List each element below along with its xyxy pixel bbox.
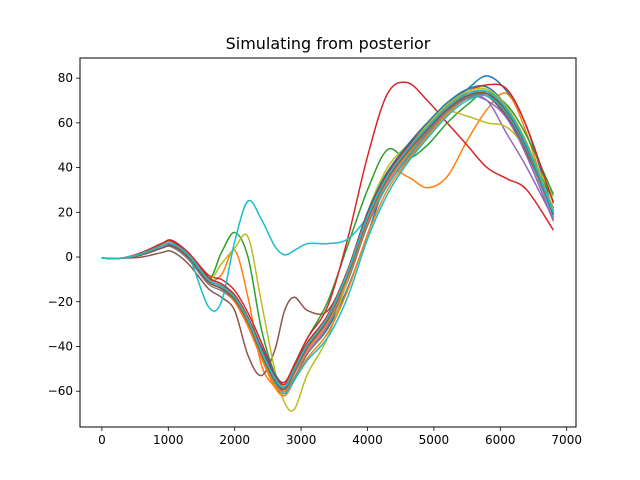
series-line-36 (101, 91, 555, 391)
series-line-40 (101, 89, 555, 388)
y-axis: −60 −40 −20 0 20 40 60 80 (48, 71, 80, 398)
x-tick-label: 5000 (419, 433, 450, 447)
x-tick-label: 1000 (153, 433, 184, 447)
y-tick-label: 20 (58, 205, 73, 219)
x-tick-label: 4000 (352, 433, 383, 447)
x-tick-label: 2000 (219, 433, 250, 447)
plot-frame (79, 57, 577, 428)
x-tick-label: 7000 (551, 433, 582, 447)
series-layer (101, 75, 555, 412)
x-tick-label: 6000 (485, 433, 516, 447)
chart-title: Simulating from posterior (226, 34, 431, 53)
y-tick-label: 0 (65, 250, 73, 264)
x-tick-label: 3000 (286, 433, 317, 447)
y-tick-label: −20 (48, 295, 73, 309)
y-tick-label: −60 (48, 384, 73, 398)
y-tick-label: −40 (48, 339, 73, 353)
y-tick-label: 80 (58, 71, 73, 85)
x-tick-label: 0 (98, 433, 106, 447)
y-tick-label: 40 (58, 161, 73, 175)
x-axis: 0 1000 2000 3000 4000 5000 6000 7000 (98, 427, 582, 447)
y-tick-label: 60 (58, 116, 73, 130)
